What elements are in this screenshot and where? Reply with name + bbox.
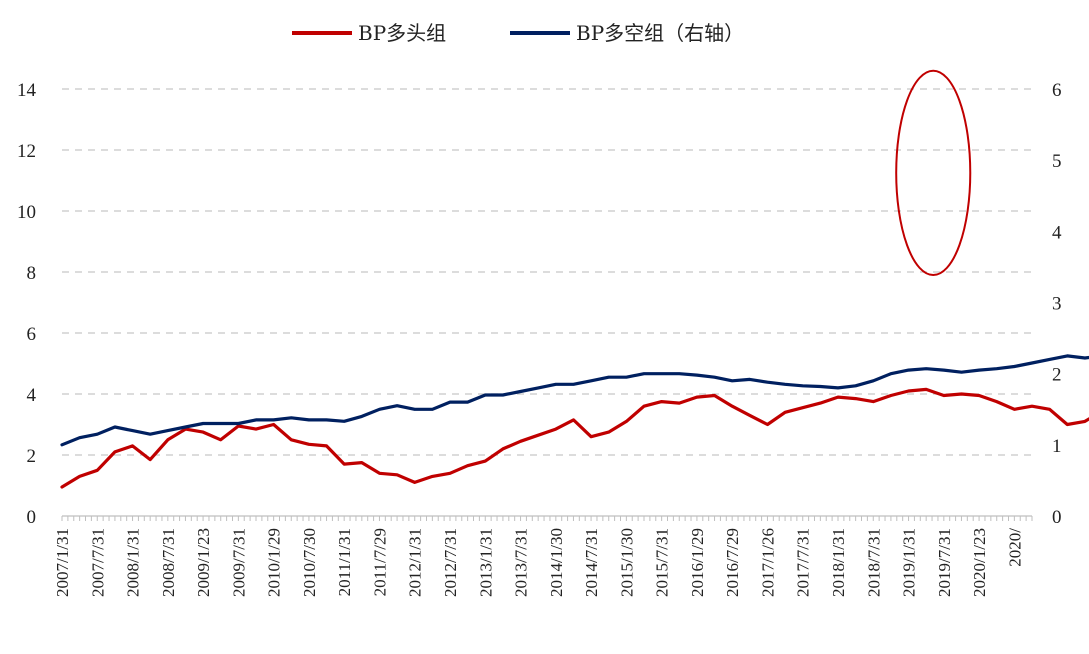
y-left-tick-label: 2 bbox=[27, 446, 37, 467]
y-left-tick-label: 10 bbox=[17, 202, 36, 223]
x-tick-label: 2018/1/31 bbox=[829, 528, 848, 597]
annotation-ellipse bbox=[895, 69, 972, 277]
x-tick-label: 2019/1/31 bbox=[900, 528, 919, 597]
series-layer bbox=[60, 354, 1089, 489]
grid bbox=[62, 88, 1032, 456]
y-right-tick-label: 3 bbox=[1052, 294, 1062, 315]
y-right-tick-label: 6 bbox=[1052, 80, 1062, 101]
x-tick-label: 2007/7/31 bbox=[88, 528, 107, 597]
y-left-tick-label: 6 bbox=[27, 324, 37, 345]
series-line-long-short bbox=[60, 354, 1089, 447]
y-left-tick-label: 8 bbox=[27, 263, 37, 284]
legend-label-long-short: BP多空组（右轴） bbox=[576, 21, 744, 45]
y-right-tick-label: 1 bbox=[1052, 436, 1062, 457]
x-tick-label: 2019/7/31 bbox=[935, 528, 954, 597]
y-right-tick-label: 4 bbox=[1052, 222, 1062, 243]
x-tick-label: 2007/1/31 bbox=[53, 528, 72, 597]
y-left-tick-label: 0 bbox=[27, 507, 37, 528]
x-tick-label: 2008/7/31 bbox=[159, 528, 178, 597]
x-tick-label: 2017/7/31 bbox=[794, 528, 813, 597]
x-tick-label: 2018/7/31 bbox=[864, 528, 883, 597]
annotation-layer bbox=[895, 69, 972, 277]
x-tick-label: 2013/7/31 bbox=[512, 528, 531, 597]
x-tick-label: 2015/1/30 bbox=[617, 528, 636, 597]
x-tick-label: 2014/7/31 bbox=[582, 528, 601, 597]
x-tick-label: 2010/1/29 bbox=[265, 528, 284, 597]
x-tick-label: 2008/1/31 bbox=[124, 528, 143, 597]
series-line-long bbox=[60, 387, 1089, 489]
legend-label-long: BP多头组 bbox=[358, 21, 446, 45]
x-tick-label: 2011/7/29 bbox=[370, 528, 389, 596]
x-tick-label: 2012/7/31 bbox=[441, 528, 460, 597]
y-axis-right: 0 1 2 3 4 5 6 bbox=[1052, 80, 1062, 528]
y-axis-left: 0 2 4 6 8 10 12 14 bbox=[17, 80, 37, 528]
y-left-tick-label: 4 bbox=[27, 385, 37, 406]
y-left-tick-label: 12 bbox=[17, 141, 36, 162]
x-tick-label: 2020/ bbox=[1005, 528, 1024, 567]
y-right-tick-label: 5 bbox=[1052, 151, 1062, 172]
x-tick-label: 2015/7/31 bbox=[653, 528, 672, 597]
x-tick-label: 2016/1/29 bbox=[688, 528, 707, 597]
legend: BP多头组 BP多空组（右轴） bbox=[292, 21, 744, 45]
x-tick-label: 2017/1/26 bbox=[758, 528, 777, 597]
y-left-tick-label: 14 bbox=[17, 80, 37, 101]
x-tick-label: 2009/7/31 bbox=[229, 528, 248, 597]
x-tick-label: 2009/1/23 bbox=[194, 528, 213, 597]
x-tick-label: 2014/1/30 bbox=[547, 528, 566, 597]
x-tick-label: 2010/7/30 bbox=[300, 528, 319, 597]
x-tick-label: 2013/1/31 bbox=[476, 528, 495, 597]
x-axis: 2007/1/31 2007/7/31 2008/1/31 2008/7/31 2009… bbox=[53, 515, 1033, 597]
x-tick-label: 2020/1/23 bbox=[970, 528, 989, 597]
x-tick-label: 2016/7/29 bbox=[723, 528, 742, 597]
x-tick-label: 2011/1/31 bbox=[335, 528, 354, 596]
x-tick-label: 2012/1/31 bbox=[406, 528, 425, 597]
y-right-tick-label: 0 bbox=[1052, 507, 1062, 528]
y-right-tick-label: 2 bbox=[1052, 365, 1062, 386]
